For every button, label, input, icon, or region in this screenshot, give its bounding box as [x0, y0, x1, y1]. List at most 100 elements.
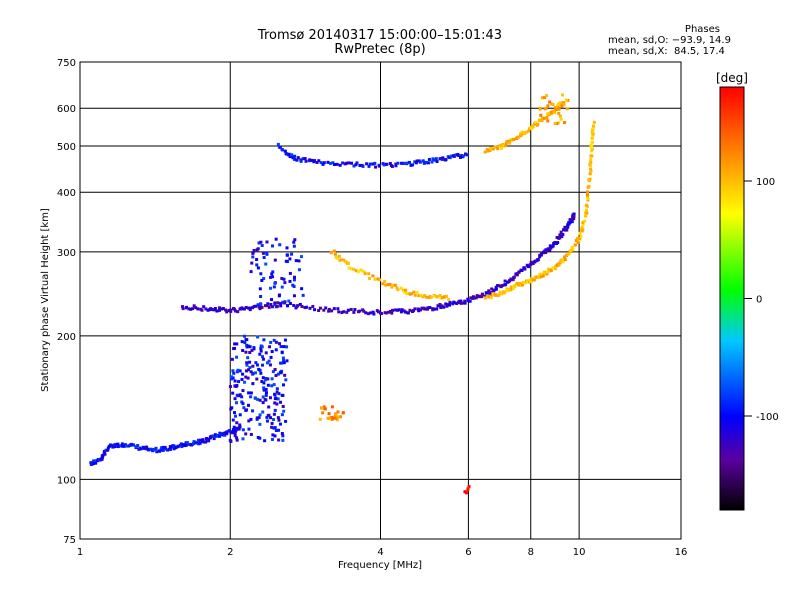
echo-point	[440, 157, 444, 161]
echo-point	[589, 169, 593, 173]
echo-point	[248, 345, 252, 349]
echo-point	[280, 285, 284, 289]
echo-point	[520, 283, 524, 287]
echo-point	[274, 348, 278, 352]
echo-point	[383, 279, 387, 283]
echo-point	[233, 309, 237, 313]
echo-point	[578, 237, 582, 241]
echo-point	[442, 305, 446, 309]
echo-point	[526, 280, 530, 284]
echo-point	[269, 340, 273, 344]
echo-point	[444, 158, 448, 162]
echo-point	[277, 418, 281, 422]
echo-point	[154, 447, 158, 451]
echo-point	[367, 272, 371, 276]
echo-point	[376, 310, 380, 314]
echo-point	[272, 285, 276, 289]
echo-point	[548, 100, 552, 104]
echo-point	[217, 308, 221, 312]
echo-point	[238, 413, 242, 417]
echo-point	[585, 193, 589, 197]
echo-point	[423, 307, 427, 311]
echo-point	[511, 278, 515, 282]
echo-point	[499, 146, 503, 150]
echo-point	[295, 158, 299, 162]
echo-point	[288, 155, 292, 159]
echo-point	[296, 304, 300, 308]
echo-point	[512, 137, 516, 141]
echo-point	[124, 444, 128, 448]
echo-point	[233, 431, 237, 435]
echo-point	[333, 414, 337, 418]
echo-point	[276, 372, 280, 376]
echo-point	[409, 163, 413, 167]
echo-point	[428, 306, 432, 310]
echo-point	[439, 296, 443, 300]
echo-point	[541, 274, 545, 278]
echo-point	[324, 306, 328, 310]
echo-point	[390, 311, 394, 315]
echo-point	[267, 359, 271, 363]
echo-point	[590, 128, 594, 132]
echo-point	[318, 306, 322, 310]
echo-point	[361, 164, 365, 168]
echo-point	[233, 414, 237, 418]
echo-point	[249, 370, 253, 374]
echo-point	[204, 307, 208, 311]
echo-point	[337, 254, 341, 258]
echo-point	[430, 160, 434, 164]
echo-point	[233, 411, 237, 415]
echo-point	[499, 143, 503, 147]
echo-point	[589, 157, 593, 161]
echo-point	[546, 247, 550, 251]
echo-point	[184, 306, 188, 310]
echo-point	[256, 303, 260, 307]
echo-point	[192, 304, 196, 308]
echo-point	[241, 349, 245, 353]
echo-point	[244, 432, 248, 436]
echo-point	[551, 244, 555, 248]
echo-point	[280, 432, 284, 436]
echo-point	[553, 122, 557, 126]
echo-point	[253, 396, 257, 400]
echo-point	[384, 283, 388, 287]
echo-point	[549, 268, 553, 272]
grid	[80, 62, 681, 539]
echo-point	[275, 390, 279, 394]
echo-point	[372, 312, 376, 316]
echo-point	[272, 383, 276, 387]
echo-point	[283, 149, 287, 153]
echo-point	[270, 275, 274, 279]
echo-point	[551, 102, 555, 106]
echo-point	[358, 163, 362, 167]
echo-point	[218, 434, 222, 438]
echo-point	[503, 279, 507, 283]
echo-point	[337, 310, 341, 314]
echo-point	[587, 184, 591, 188]
echo-point	[271, 370, 275, 374]
echo-point	[532, 278, 536, 282]
echo-point	[231, 391, 235, 395]
echo-point	[231, 418, 235, 422]
echo-point	[120, 442, 124, 446]
echo-point	[545, 116, 549, 120]
echo-point	[540, 274, 544, 278]
echo-point	[416, 307, 420, 311]
echo-point	[292, 284, 296, 288]
echo-point	[280, 350, 284, 354]
echo-point	[411, 163, 415, 167]
echo-point	[106, 446, 110, 450]
echo-point	[256, 335, 260, 339]
echo-point	[520, 133, 524, 137]
echo-point	[335, 162, 339, 166]
echo-point	[496, 147, 500, 151]
echo-point	[189, 307, 193, 311]
chart-title: Tromsø 20140317 15:00:00–15:01:43	[257, 28, 503, 43]
echo-point	[101, 453, 105, 457]
echo-point	[483, 150, 487, 154]
echo-point	[557, 263, 561, 267]
echo-point	[421, 159, 425, 163]
echo-point	[466, 299, 470, 303]
echo-point	[266, 377, 270, 381]
echo-point	[231, 369, 235, 373]
